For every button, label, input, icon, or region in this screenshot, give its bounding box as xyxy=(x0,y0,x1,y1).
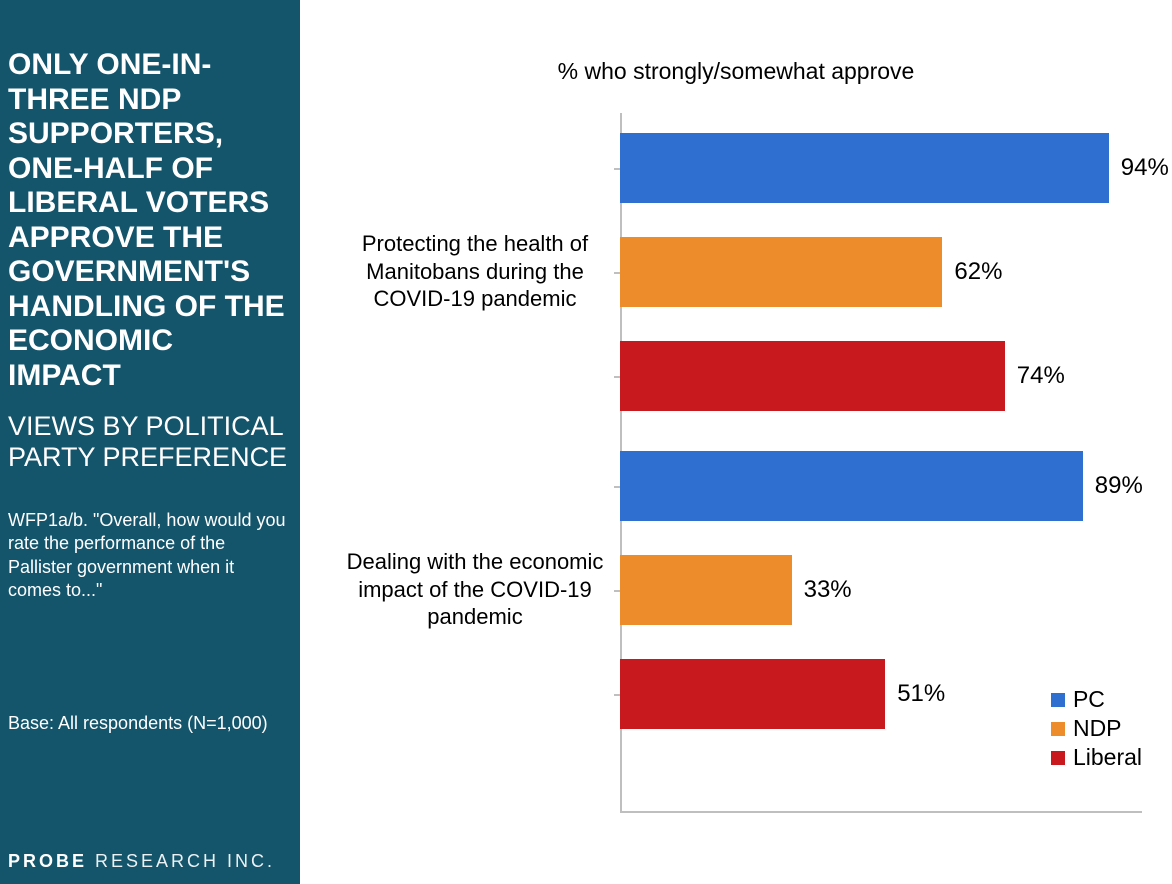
legend-swatch xyxy=(1051,722,1065,736)
legend-label: Liberal xyxy=(1073,744,1142,771)
legend: PCNDPLiberal xyxy=(1051,684,1142,773)
bar xyxy=(620,133,1109,203)
legend-item: Liberal xyxy=(1051,744,1142,771)
chart-area: % who strongly/somewhat approve PCNDPLib… xyxy=(300,0,1172,884)
logo: PROBE RESEARCH INC. xyxy=(8,851,275,872)
category-label: Protecting the health of Manitobans duri… xyxy=(340,230,610,313)
subhead: VIEWS BY POLITICAL PARTY PREFERENCE xyxy=(8,411,290,473)
sidebar: ONLY ONE-IN-THREE NDP SUPPORTERS, ONE-HA… xyxy=(0,0,300,884)
legend-swatch xyxy=(1051,751,1065,765)
headline: ONLY ONE-IN-THREE NDP SUPPORTERS, ONE-HA… xyxy=(8,48,290,393)
bar-value: 33% xyxy=(804,576,852,604)
bar xyxy=(620,659,885,729)
base-text: Base: All respondents (N=1,000) xyxy=(8,713,290,734)
legend-label: NDP xyxy=(1073,715,1122,742)
bar-value: 51% xyxy=(897,680,945,708)
bar xyxy=(620,237,942,307)
logo-thin: RESEARCH INC. xyxy=(87,851,275,871)
legend-swatch xyxy=(1051,693,1065,707)
bar-chart: PCNDPLiberal Protecting the health of Ma… xyxy=(340,113,1142,813)
bar-value: 94% xyxy=(1121,154,1169,182)
legend-item: NDP xyxy=(1051,715,1142,742)
legend-item: PC xyxy=(1051,686,1142,713)
bar xyxy=(620,341,1005,411)
logo-bold: PROBE xyxy=(8,851,87,871)
bar xyxy=(620,451,1083,521)
bar-value: 74% xyxy=(1017,362,1065,390)
chart-title: % who strongly/somewhat approve xyxy=(300,58,1172,85)
bar xyxy=(620,555,792,625)
category-label: Dealing with the economic impact of the … xyxy=(340,548,610,631)
bar-value: 62% xyxy=(954,258,1002,286)
bar-value: 89% xyxy=(1095,472,1143,500)
x-axis xyxy=(620,811,1142,813)
legend-label: PC xyxy=(1073,686,1105,713)
question-text: WFP1a/b. "Overall, how would you rate th… xyxy=(8,509,290,603)
